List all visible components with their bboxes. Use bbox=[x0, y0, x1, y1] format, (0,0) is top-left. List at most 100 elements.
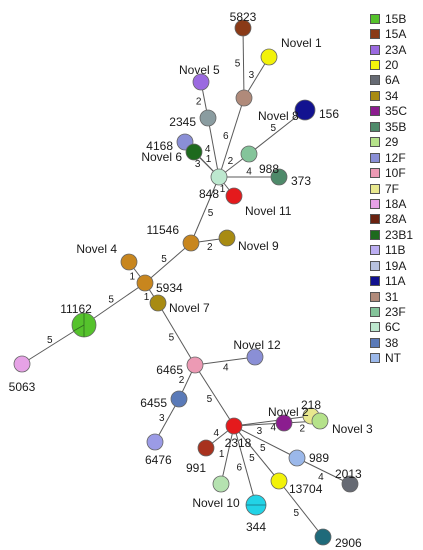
legend-label: 15B bbox=[385, 11, 407, 26]
legend-label: 7F bbox=[385, 181, 400, 196]
node-novel4 bbox=[120, 253, 138, 271]
legend-label: 18A bbox=[385, 196, 407, 211]
legend-swatch bbox=[370, 90, 380, 101]
legend-item: 6A bbox=[370, 73, 423, 88]
node-2345 bbox=[199, 109, 217, 127]
edge-weight-label: 5 bbox=[271, 123, 277, 134]
legend-swatch bbox=[370, 44, 380, 55]
node-label: 988 bbox=[259, 162, 279, 176]
legend-item: NT bbox=[370, 351, 423, 366]
node-novel8 bbox=[235, 89, 253, 107]
edge-weight-label: 2 bbox=[300, 423, 306, 434]
node-label: 11546 bbox=[147, 223, 180, 237]
legend-item: 20 bbox=[370, 57, 423, 72]
edge-weight-label: 3 bbox=[257, 426, 263, 437]
legend-label: 6C bbox=[385, 320, 401, 335]
legend-label: 12F bbox=[385, 150, 406, 165]
serotype-legend: 15B 15A 23A 20 6A 34 35C 35B 29 12F 10F 7F 18A 28A 23B… bbox=[370, 11, 423, 366]
edge-weight-label: 6 bbox=[236, 463, 242, 474]
legend-item: 12F bbox=[370, 150, 423, 165]
node-label: Novel 2 bbox=[268, 405, 309, 419]
legend-item: 34 bbox=[370, 88, 423, 103]
edge-weight-label: 1 bbox=[206, 154, 212, 165]
edge-n156-n988 bbox=[248, 109, 306, 155]
node-label: Novel 10 bbox=[192, 496, 240, 510]
edge-weight-label: 5 bbox=[207, 394, 213, 405]
node-label: 5934 bbox=[156, 281, 183, 295]
legend-swatch bbox=[370, 183, 380, 194]
edge-weight-label: 1 bbox=[144, 292, 150, 303]
node-label: 5063 bbox=[9, 380, 36, 394]
edge-n5823-nnovel8 bbox=[242, 27, 245, 99]
node-label: Novel 3 bbox=[332, 422, 373, 436]
node-novel10 bbox=[212, 475, 230, 493]
legend-label: 23A bbox=[385, 42, 407, 57]
node-label: 848 bbox=[199, 187, 219, 201]
node-2013 bbox=[341, 475, 359, 493]
edge-nnovel8-nhub848 bbox=[218, 97, 245, 178]
legend-swatch bbox=[370, 307, 380, 318]
edge-nnovel7-n6465 bbox=[157, 302, 196, 366]
node-6476 bbox=[146, 433, 164, 451]
legend-label: 23F bbox=[385, 305, 406, 320]
legend-label: 29 bbox=[385, 135, 399, 150]
legend-item: 28A bbox=[370, 212, 423, 227]
node-label: 2318 bbox=[225, 436, 252, 450]
node-label: 4168 bbox=[146, 139, 173, 153]
legend-swatch bbox=[370, 337, 380, 348]
node-5823 bbox=[234, 19, 252, 37]
node-pie-divider bbox=[73, 324, 85, 332]
legend-item: 23A bbox=[370, 42, 423, 57]
edge-weight-label: 2 bbox=[207, 242, 213, 253]
node-label: 6465 bbox=[156, 363, 183, 377]
edge-weight-label: 5 bbox=[169, 333, 175, 344]
legend-swatch bbox=[370, 291, 380, 302]
node-2318 bbox=[225, 417, 243, 435]
edge-weight-label: 1 bbox=[220, 184, 226, 195]
node-label: Novel 9 bbox=[238, 239, 279, 253]
node-label: 156 bbox=[319, 107, 339, 121]
node-label: 6476 bbox=[145, 453, 172, 467]
edge-weight-label: 4 bbox=[223, 362, 229, 373]
legend-label: 11A bbox=[385, 274, 406, 289]
node-hub848 bbox=[210, 168, 228, 186]
legend-item: 11B bbox=[370, 243, 423, 258]
edge-weight-label: 3 bbox=[195, 159, 201, 170]
legend-swatch bbox=[370, 29, 380, 40]
legend-swatch bbox=[370, 121, 380, 132]
node-label: Novel 11 bbox=[245, 204, 292, 218]
legend-item: 10F bbox=[370, 165, 423, 180]
node-novel5 bbox=[192, 73, 210, 91]
node-13704 bbox=[270, 472, 288, 490]
node-label: Novel 5 bbox=[179, 63, 220, 77]
edge-weight-label: 1 bbox=[219, 449, 225, 460]
node-2906 bbox=[314, 528, 332, 546]
legend-item: 23B1 bbox=[370, 227, 423, 242]
legend-swatch bbox=[370, 245, 380, 256]
node-novel2 bbox=[275, 414, 293, 432]
edge-weight-label: 5 bbox=[161, 254, 167, 265]
node-5934 bbox=[136, 274, 154, 292]
legend-item: 18A bbox=[370, 196, 423, 211]
legend-label: 15A bbox=[385, 27, 407, 42]
legend-swatch bbox=[370, 60, 380, 71]
node-label: 2013 bbox=[335, 467, 362, 481]
edge-weight-label: 4 bbox=[214, 428, 220, 439]
edge-weight-label: 5 bbox=[47, 335, 53, 346]
node-label: 6455 bbox=[140, 396, 167, 410]
edge-n2318-n344 bbox=[233, 425, 257, 506]
legend-item: 23F bbox=[370, 304, 423, 319]
legend-swatch bbox=[370, 75, 380, 86]
legend-label: 6A bbox=[385, 73, 400, 88]
edge-weight-label: 5 bbox=[208, 208, 214, 219]
legend-label: 19A bbox=[385, 258, 407, 273]
edge-weight-label: 2 bbox=[196, 97, 202, 108]
node-label: 2345 bbox=[169, 115, 196, 129]
edge-weight-label: 4 bbox=[318, 472, 324, 483]
edge-weight-label: 5 bbox=[260, 443, 266, 454]
legend-label: 35B bbox=[385, 119, 407, 134]
legend-swatch bbox=[370, 13, 380, 24]
